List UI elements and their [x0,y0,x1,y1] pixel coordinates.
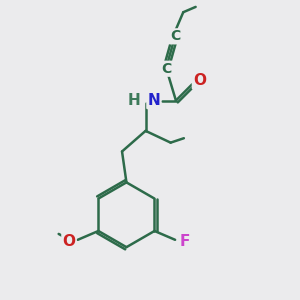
Text: N: N [148,93,160,108]
Text: C: C [170,29,180,43]
Text: H: H [128,93,141,108]
Text: O: O [193,73,206,88]
Text: F: F [179,234,190,249]
Text: C: C [161,62,172,76]
Text: O: O [62,234,76,249]
